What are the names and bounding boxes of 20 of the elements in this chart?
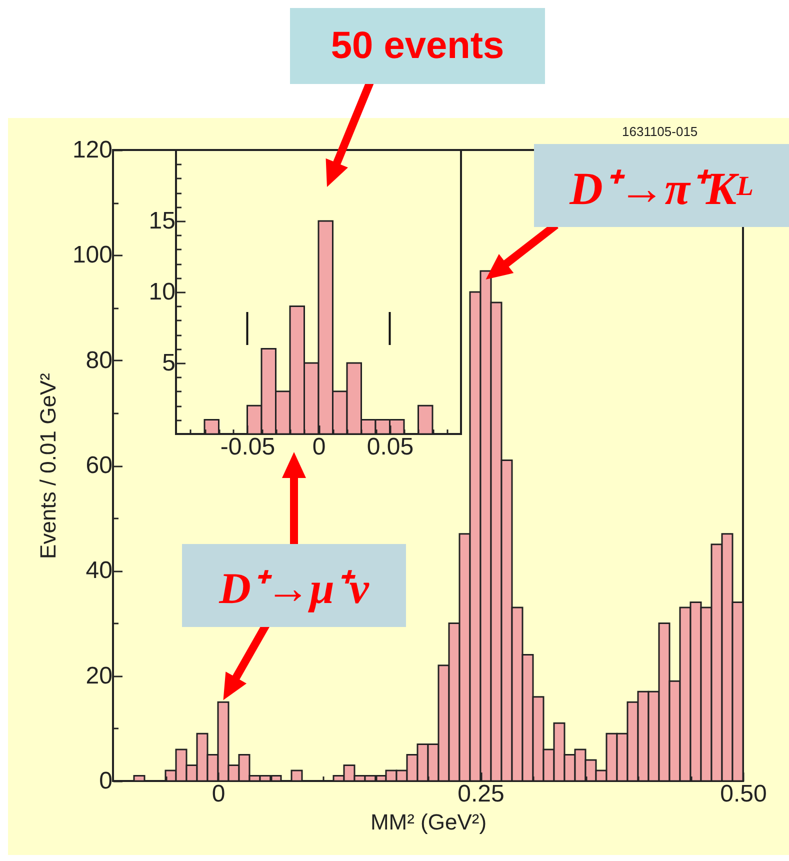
text: 1631105-015 bbox=[622, 124, 698, 139]
y-tick-label: 5 bbox=[162, 350, 176, 376]
y-tick-label: 60 bbox=[86, 452, 112, 479]
y-tick-label: 100 bbox=[72, 242, 112, 269]
x-tick-label: 0.05 bbox=[366, 434, 414, 460]
text: 50 events bbox=[290, 8, 545, 84]
x-tick-label: 0.25 bbox=[458, 780, 504, 808]
y-tick-label: 15 bbox=[148, 208, 176, 234]
x-tick-label: 0.50 bbox=[720, 780, 767, 808]
x-tick-label: -0.05 bbox=[220, 434, 276, 460]
x-axis-title: MM² (GeV²) bbox=[370, 810, 487, 834]
y-tick-label: 120 bbox=[72, 136, 112, 164]
y-tick-label: 10 bbox=[148, 278, 176, 306]
y-axis-title: Events / 0.01 GeV² bbox=[35, 373, 60, 559]
x-tick-label: 0 bbox=[212, 780, 226, 808]
y-tick-label: 40 bbox=[86, 557, 112, 584]
y-tick-label: 20 bbox=[86, 662, 112, 690]
annotation: D⁺→μ⁺ν bbox=[182, 544, 406, 627]
x-tick-label: 0 bbox=[312, 434, 326, 460]
y-tick-label: 80 bbox=[86, 346, 112, 374]
